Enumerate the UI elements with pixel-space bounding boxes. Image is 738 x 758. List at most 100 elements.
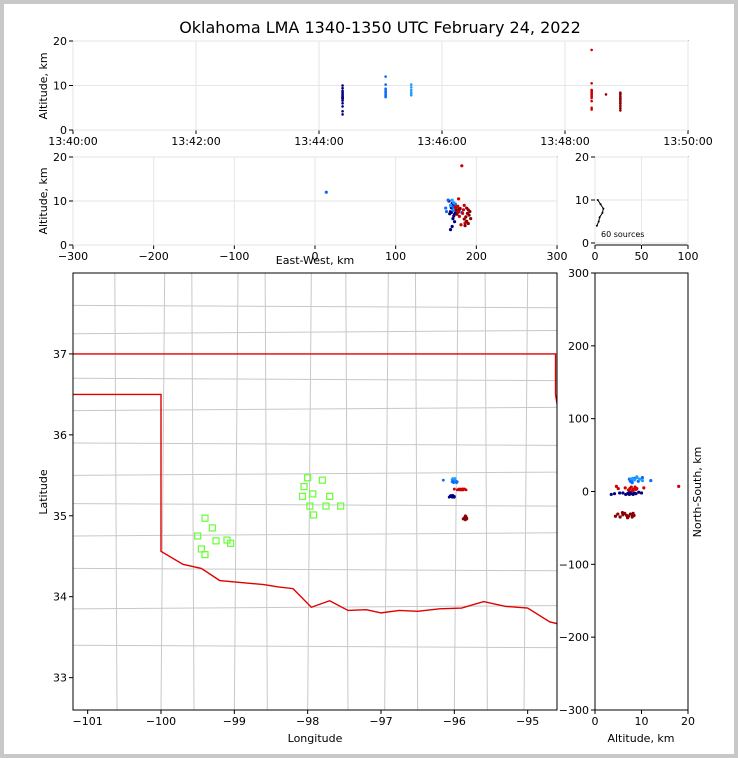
county-line	[233, 273, 239, 710]
lightning-source	[638, 477, 642, 481]
hist-y-tick-label: 20	[575, 151, 589, 164]
map-xticks: −101 −100 −99 −98 −97 −96 −95	[73, 710, 539, 728]
county-line	[73, 605, 557, 610]
lightning-source	[465, 219, 469, 223]
ew-altitude-points	[324, 164, 473, 232]
time-y-tick-label: 0	[60, 124, 67, 137]
county-line	[160, 273, 166, 710]
lightning-source	[619, 104, 622, 108]
map-x-tick-label: −99	[223, 715, 246, 728]
lightning-source	[451, 217, 455, 221]
county-line	[73, 442, 557, 446]
lightning-source	[384, 83, 387, 86]
lightning-source	[341, 95, 344, 99]
hist-y-tick-label: 10	[575, 194, 589, 207]
lightning-source	[452, 220, 457, 224]
lightning-source	[619, 94, 622, 98]
lightning-source	[464, 215, 468, 219]
lightning-source	[450, 494, 454, 498]
ew-altitude-xlabel: East-West, km	[276, 254, 354, 267]
station-marker	[318, 476, 326, 484]
ew-altitude-ylabel: Altitude, km	[37, 167, 50, 234]
ew-altitude-yticks: 0 10 20	[53, 151, 557, 252]
lightning-source	[635, 476, 639, 480]
lightning-source	[409, 88, 413, 92]
county-line	[73, 377, 557, 382]
time-y-tick-label: 10	[53, 80, 67, 93]
time-x-tick-label: 13:40:00	[48, 135, 97, 148]
lightning-source	[640, 478, 645, 483]
lightning-source	[590, 106, 593, 110]
ew-x-tick-label: 0	[312, 250, 319, 263]
lightning-source	[616, 486, 620, 491]
lightning-source	[590, 99, 593, 103]
lightning-source	[451, 205, 455, 209]
lightning-source	[632, 478, 637, 482]
ns-x-tick-label: 20	[681, 715, 695, 728]
chart-title: Oklahoma LMA 1340-1350 UTC February 24, …	[179, 18, 581, 37]
station-marker	[326, 492, 334, 500]
lightning-source	[456, 197, 461, 201]
histogram-xticks: 0 50 100	[592, 157, 699, 263]
lightning-source	[620, 511, 625, 515]
lightning-source	[448, 228, 453, 232]
lightning-source	[453, 205, 457, 209]
lightning-source	[623, 486, 627, 490]
hist-x-tick-label: 0	[592, 250, 599, 263]
map-yticks: 33 34 35 36 37	[53, 348, 73, 685]
ns-altitude-xlabel: Altitude, km	[607, 732, 674, 745]
lightning-source	[639, 491, 644, 495]
ew-x-tick-label: −300	[58, 250, 88, 263]
lightning-source	[341, 105, 344, 108]
ns-y-tick-label: 300	[568, 267, 589, 280]
time-x-tick-label: 13:48:00	[540, 135, 589, 148]
station-marker	[201, 514, 209, 522]
station-marker	[322, 502, 330, 510]
altitude-histogram-panel: 0 50 100 0 10 20 60 sources	[575, 151, 699, 263]
lightning-source	[619, 109, 622, 112]
lightning-source	[461, 487, 464, 491]
lightning-source	[614, 484, 618, 489]
time-x-tick-label: 13:44:00	[294, 135, 343, 148]
ew-x-tick-label: 200	[466, 250, 487, 263]
ew-y-tick-label: 0	[60, 239, 67, 252]
ns-y-tick-label: −100	[559, 558, 589, 571]
ns-y-tick-label: 0	[582, 486, 589, 499]
histogram-point	[595, 224, 598, 227]
lightning-source	[384, 88, 387, 92]
map-y-tick-label: 36	[53, 429, 67, 442]
county-line	[114, 273, 118, 710]
lightning-source	[446, 198, 450, 202]
lightning-source	[467, 213, 471, 217]
county-line	[264, 273, 268, 710]
lightning-source	[341, 99, 344, 102]
lightning-source	[590, 48, 593, 52]
lightning-source	[613, 514, 618, 518]
map-y-tick-label: 33	[53, 672, 67, 685]
ns-y-tick-label: 200	[568, 340, 589, 353]
ew-x-tick-label: −200	[139, 250, 169, 263]
station-marker	[309, 511, 318, 519]
station-marker	[298, 492, 307, 500]
figure-frame: Oklahoma LMA 1340-1350 UTC February 24, …	[4, 4, 734, 754]
lightning-source	[455, 212, 459, 216]
lightning-source	[640, 476, 645, 480]
lightning-source	[625, 516, 630, 520]
lightning-source	[409, 90, 413, 94]
lightning-source	[341, 110, 344, 113]
station-marker	[201, 551, 209, 559]
lightning-source	[619, 97, 622, 101]
lightning-source	[590, 108, 593, 111]
histogram-point	[602, 207, 605, 210]
lightning-source	[341, 84, 344, 87]
lightning-source	[642, 486, 646, 490]
hist-x-tick-label: 50	[635, 250, 649, 263]
ew-altitude-panel: Altitude, km East-West, km −300 −200 −100 0…	[37, 151, 568, 267]
lightning-source	[457, 207, 461, 211]
time-x-tick-label: 13:50:00	[663, 135, 712, 148]
lightning-source	[384, 75, 387, 78]
lightning-source	[618, 491, 622, 495]
lightning-source	[450, 198, 454, 202]
lightning-source	[341, 102, 344, 105]
lightning-source	[627, 492, 632, 497]
